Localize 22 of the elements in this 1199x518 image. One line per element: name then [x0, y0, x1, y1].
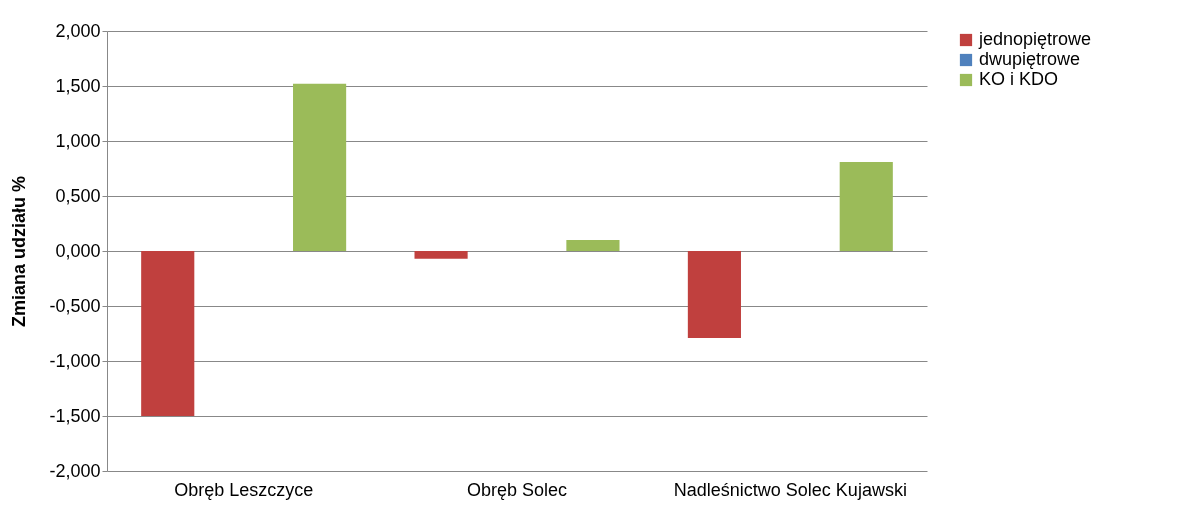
y-tick-label: -0,500 [49, 295, 101, 316]
y-tick-label: 0,000 [55, 240, 101, 261]
bar [566, 240, 620, 251]
bar [414, 251, 468, 259]
y-tick-label: 2,000 [55, 20, 101, 41]
y-tick-label: 1,000 [55, 130, 101, 151]
y-axis-title: Zmiana udziału % [9, 175, 30, 328]
y-tick-label: 0,500 [55, 185, 101, 206]
bar [293, 83, 347, 251]
y-tick-label: -1,000 [49, 350, 101, 371]
y-tick-label: 1,500 [55, 75, 101, 96]
y-tick-label: -2,000 [49, 460, 101, 481]
x-tick-label: Obręb Leszczyce [174, 479, 314, 500]
legend-label: KO i KDO [979, 69, 1059, 89]
legend-label: dwupiętrowe [979, 49, 1081, 69]
x-tick-label: Obręb Solec [466, 479, 568, 500]
bar [687, 251, 741, 338]
bar [839, 161, 893, 251]
y-tick-label: -1,500 [49, 405, 101, 426]
legend-label: jednopiętrowe [978, 29, 1092, 49]
x-tick-label: Nadleśnictwo Solec Kujawski [673, 479, 907, 500]
bar [141, 251, 195, 416]
